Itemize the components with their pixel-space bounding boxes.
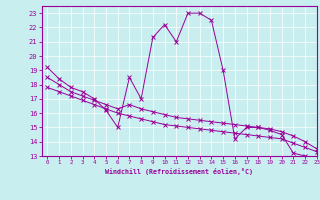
X-axis label: Windchill (Refroidissement éolien,°C): Windchill (Refroidissement éolien,°C) [105, 168, 253, 175]
